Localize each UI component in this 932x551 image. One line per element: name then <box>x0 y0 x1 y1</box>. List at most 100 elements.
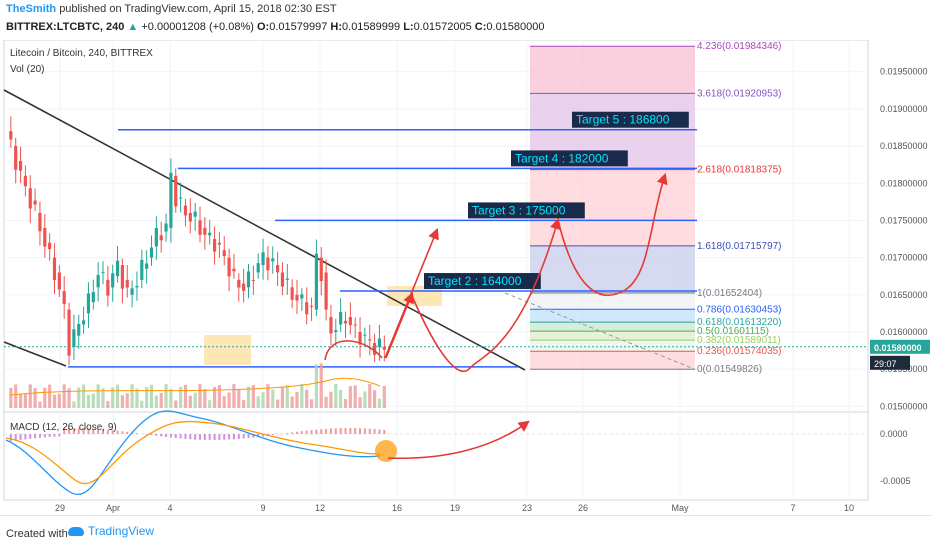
chart-area[interactable]: 29Apr491216192326May7100.015000000.01550… <box>0 40 932 515</box>
price-tick-label: 0.01950000 <box>880 67 928 77</box>
macd-histogram-bar <box>311 430 313 434</box>
macd-histogram-bar <box>121 431 123 434</box>
volume-bar <box>9 388 12 408</box>
chart-header: TheSmith published on TradingView.com, A… <box>0 0 932 40</box>
candle-body <box>43 228 46 247</box>
volume-bar <box>334 384 337 408</box>
candle-body <box>194 212 197 217</box>
volume-bar <box>257 396 260 408</box>
time-tick-label: Apr <box>106 503 120 513</box>
volume-bar <box>63 384 66 408</box>
volume-bar <box>228 392 231 408</box>
volume-bar <box>184 385 187 408</box>
candle-body <box>218 243 221 245</box>
candle-body <box>344 321 347 324</box>
candle-body <box>295 295 298 301</box>
time-tick-label: 7 <box>790 503 795 513</box>
macd-histogram-bar <box>315 430 317 434</box>
tradingview-logo[interactable]: TradingView <box>68 524 154 538</box>
macd-histogram-bar <box>209 434 211 440</box>
volume-bar <box>92 393 95 408</box>
volume-bar <box>189 396 192 408</box>
time-tick-label: May <box>671 503 689 513</box>
fib-zone <box>530 340 695 351</box>
close-value: 0.01580000 <box>486 21 544 33</box>
volume-bar <box>97 384 100 408</box>
open-label: O: <box>257 21 269 33</box>
volume-legend: Vol (20) <box>10 64 44 75</box>
time-tick-label: 9 <box>260 503 265 513</box>
volume-bar <box>271 390 274 408</box>
macd-histogram-bar <box>364 428 366 434</box>
countdown-value: 29:07 <box>874 359 897 369</box>
volume-bar <box>237 389 240 408</box>
candle-body <box>237 280 240 288</box>
candle-body <box>203 228 206 235</box>
volume-bar <box>218 385 221 408</box>
macd-histogram-bar <box>296 432 298 434</box>
candle-body <box>34 201 37 205</box>
macd-histogram-bar <box>54 434 56 437</box>
author-link[interactable]: TheSmith <box>6 3 56 15</box>
candle-body <box>247 271 250 287</box>
candle-body <box>378 339 381 347</box>
price-tick-label: 0.01650000 <box>880 290 928 300</box>
time-tick-label: 19 <box>450 503 460 513</box>
candle-body <box>291 287 294 300</box>
volume-bar <box>126 393 129 408</box>
volume-bar <box>329 392 332 408</box>
macd-histogram-bar <box>136 433 138 434</box>
price-tick-label: 0.01700000 <box>880 253 928 263</box>
ohlc-line: BITTREX:LTCBTC, 240 ▲ +0.00001208 (+0.08… <box>6 21 545 33</box>
volume-bar <box>354 385 357 408</box>
volume-bar <box>198 384 201 408</box>
up-arrow-icon: ▲ <box>127 21 138 33</box>
price-tick-label: 0.01500000 <box>880 401 928 411</box>
macd-histogram-bar <box>248 434 250 438</box>
candle-body <box>24 176 27 186</box>
candle-body <box>14 146 17 170</box>
volume-bar <box>106 401 109 408</box>
macd-histogram-bar <box>320 429 322 434</box>
candle-body <box>19 161 22 171</box>
volume-bar <box>373 390 376 408</box>
candle-body <box>320 258 323 281</box>
volume-bar <box>300 384 303 408</box>
macd-histogram-bar <box>199 434 201 440</box>
candle-body <box>354 325 357 326</box>
candle-body <box>87 293 90 313</box>
macd-histogram-bar <box>335 428 337 434</box>
volume-bar <box>325 397 328 408</box>
candle-body <box>145 264 148 269</box>
candle-body <box>286 278 289 279</box>
macd-histogram-bar <box>330 428 332 434</box>
support-trend-line <box>4 342 66 366</box>
time-tick-label: 23 <box>522 503 532 513</box>
price-tick-label: 0.01800000 <box>880 178 928 188</box>
candle-body <box>101 272 104 273</box>
candle-body <box>276 265 279 272</box>
macd-histogram-bar <box>214 434 216 440</box>
volume-bar <box>349 386 352 408</box>
macd-histogram-bar <box>291 432 293 434</box>
macd-histogram-bar <box>383 430 385 434</box>
volume-bar <box>169 389 172 408</box>
fib-level-label: 0.382(0.01589011) <box>697 335 781 346</box>
volume-bar <box>14 384 17 408</box>
resistance-trend-line <box>4 90 525 370</box>
fib-zone <box>530 351 695 369</box>
price-tick-label: 0.01750000 <box>880 215 928 225</box>
time-tick-label: 26 <box>578 503 588 513</box>
fib-zone <box>530 322 695 331</box>
fib-zone <box>530 246 695 293</box>
macd-tick-label: 0.0000 <box>880 429 908 439</box>
volume-bar <box>383 386 386 408</box>
candle-body <box>266 258 269 271</box>
volume-bar <box>24 394 27 408</box>
symbol-legend: Litecoin / Bitcoin, 240, BITTREX <box>10 48 153 59</box>
volume-bar <box>34 388 37 408</box>
macd-histogram-bar <box>58 434 60 436</box>
fib-level-label: 2.618(0.01818375) <box>697 165 782 176</box>
price-chart[interactable]: 29Apr491216192326May7100.015000000.01550… <box>0 40 932 515</box>
macd-histogram-bar <box>10 434 12 441</box>
